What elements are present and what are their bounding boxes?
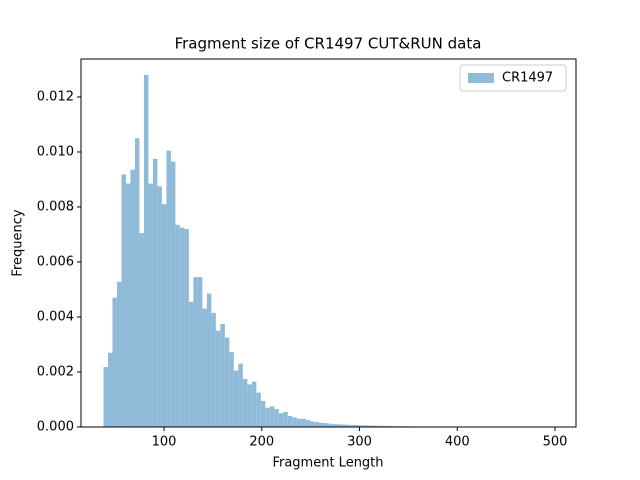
y-tick-label: 0.000 (37, 420, 74, 435)
bar (305, 420, 311, 427)
bar (202, 308, 207, 427)
bar (337, 424, 342, 427)
bar (116, 281, 122, 427)
bar (256, 392, 261, 427)
bar (364, 425, 369, 427)
bar (242, 378, 248, 427)
x-axis-label: Fragment Length (272, 456, 383, 471)
bar (107, 352, 113, 427)
bar (193, 277, 198, 427)
bar (274, 409, 279, 427)
legend-box (459, 64, 567, 92)
bar (377, 425, 383, 427)
y-tick-label: 0.012 (37, 89, 74, 104)
bar (247, 384, 252, 427)
bar (251, 381, 257, 427)
y-tick-label: 0.010 (37, 144, 74, 159)
bar (346, 424, 351, 427)
bar (265, 407, 270, 427)
bar (382, 425, 387, 427)
chart-title: Fragment size of CR1497 CUT&RUN data (175, 35, 482, 53)
bar (292, 417, 297, 427)
bar (296, 418, 302, 427)
bar (215, 330, 221, 427)
bar (269, 406, 275, 427)
bar (188, 301, 194, 427)
bar (323, 423, 329, 427)
bar (103, 367, 108, 427)
plot-frame (80, 58, 577, 428)
y-tick-label: 0.006 (37, 254, 74, 269)
bar (130, 169, 135, 427)
y-tick-label: 0.008 (37, 199, 74, 214)
bar (148, 183, 153, 427)
bar (287, 415, 293, 427)
y-axis-label: Frequency (11, 209, 26, 276)
bar (260, 400, 266, 427)
bar (179, 227, 185, 427)
bar (301, 418, 306, 427)
legend-swatch (468, 73, 494, 83)
bar (278, 413, 284, 427)
bar (224, 337, 230, 427)
bar (121, 174, 126, 427)
bar (161, 204, 167, 427)
bar (238, 363, 243, 427)
bar (206, 293, 212, 427)
x-tick-label: 500 (543, 435, 568, 450)
bar (152, 158, 158, 427)
bar (211, 312, 216, 427)
x-tick-label: 300 (347, 435, 372, 450)
bar (170, 161, 176, 428)
bar (314, 422, 320, 427)
bar (328, 423, 333, 427)
bar (166, 150, 171, 427)
bar (319, 422, 324, 427)
x-tick-label: 200 (249, 435, 274, 450)
bar (332, 424, 338, 427)
bar (341, 424, 347, 427)
bar (229, 352, 234, 427)
legend-label: CR1497 (502, 71, 553, 86)
bar (368, 425, 374, 427)
bar (359, 425, 365, 427)
x-tick-label: 100 (152, 435, 177, 450)
bar (310, 421, 315, 427)
bar (220, 323, 225, 427)
bar (157, 186, 162, 427)
bar (283, 411, 288, 427)
y-tick-label: 0.004 (37, 309, 74, 324)
bar (233, 370, 239, 427)
y-tick-label: 0.002 (37, 364, 74, 379)
bar (386, 425, 392, 427)
bar (355, 425, 360, 427)
bar (184, 228, 189, 427)
bar (175, 224, 180, 427)
bar (373, 425, 378, 427)
bar (125, 183, 131, 427)
bar (197, 277, 203, 427)
bar (112, 297, 117, 427)
x-tick-label: 400 (445, 435, 470, 450)
bar (139, 233, 144, 427)
bar (143, 74, 149, 428)
bar (134, 138, 140, 428)
bar (350, 425, 356, 427)
